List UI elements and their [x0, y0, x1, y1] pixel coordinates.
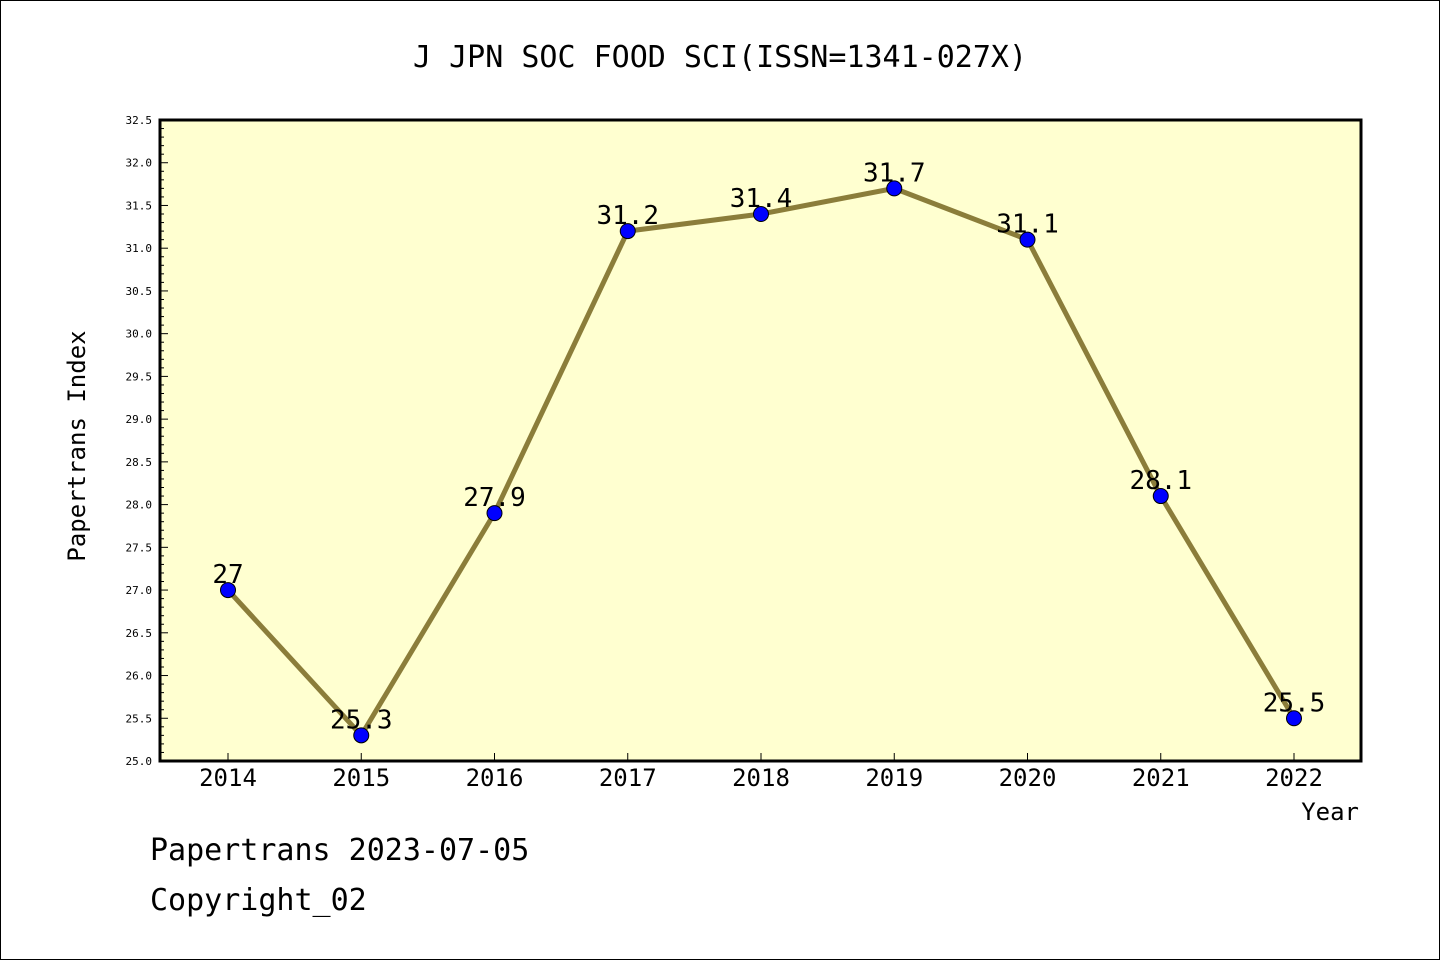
- x-axis: 2014 2015 2016 2017 2018 2019 2020 2021 2022: [199, 753, 1323, 792]
- x-tick-label: 2015: [332, 764, 390, 792]
- y-tick-label: 32.0: [126, 157, 153, 170]
- data-label: 31.2: [596, 201, 659, 231]
- x-axis-title: Year: [1301, 798, 1359, 826]
- x-tick-label: 2017: [599, 764, 657, 792]
- data-point: [486, 505, 503, 522]
- x-tick-label: 2021: [1132, 764, 1190, 792]
- y-tick-label: 28.0: [126, 499, 153, 512]
- data-point: [1152, 488, 1169, 505]
- data-label: 28.1: [1129, 466, 1192, 496]
- plot-area: [158, 118, 1363, 763]
- y-axis: 25.0 25.5 26.0 26.5 27.0 27.5 28.0 28.5 29.0 29.5…: [126, 114, 168, 768]
- y-tick-label: 27.0: [126, 584, 153, 597]
- x-tick-label: 2014: [199, 764, 257, 792]
- x-tick-label: 2022: [1265, 764, 1323, 792]
- x-tick-label: 2019: [865, 764, 923, 792]
- data-point: [220, 582, 236, 599]
- data-point: [619, 223, 636, 240]
- x-tick-label: 2018: [732, 764, 790, 792]
- y-tick-label: 31.0: [126, 242, 153, 255]
- data-point: [353, 727, 370, 744]
- data-label: 27: [212, 560, 243, 590]
- data-point: [753, 206, 769, 223]
- y-tick-label: 27.5: [126, 541, 153, 554]
- chart-title: J JPN SOC FOOD SCI(ISSN=1341-027X): [413, 40, 1027, 75]
- series: 27 25.3 27.9 31.2 31.4 31.7 31.1 28.1 25.5: [212, 158, 1326, 744]
- y-tick-label: 29.0: [126, 413, 153, 426]
- data-label: 25.5: [1263, 688, 1326, 718]
- y-tick-label: 32.5: [126, 114, 153, 127]
- y-tick-label: 28.5: [126, 456, 153, 469]
- y-tick-label: 30.0: [126, 328, 153, 341]
- data-point: [1286, 710, 1302, 727]
- footer-copyright: Copyright_02: [150, 883, 367, 918]
- y-tick-label: 26.5: [126, 627, 153, 640]
- data-point: [1019, 231, 1036, 248]
- y-tick-label: 29.5: [126, 370, 153, 383]
- data-label: 27.9: [463, 483, 526, 513]
- x-tick-label: 2016: [466, 764, 524, 792]
- y-tick-label: 25.0: [126, 755, 153, 768]
- y-tick-label: 31.5: [126, 199, 153, 212]
- data-point: [886, 180, 903, 197]
- footer-date: Papertrans 2023-07-05: [150, 833, 530, 868]
- y-tick-label: 25.5: [126, 712, 153, 725]
- y-tick-label: 26.0: [126, 670, 153, 683]
- data-label: 25.3: [330, 705, 393, 735]
- data-label: 31.7: [863, 158, 926, 188]
- data-label: 31.1: [996, 210, 1059, 240]
- x-tick-label: 2020: [999, 764, 1057, 792]
- data-label: 31.4: [730, 184, 793, 214]
- y-tick-label: 30.5: [126, 285, 153, 298]
- y-axis-title: Papertrans Index: [63, 330, 91, 561]
